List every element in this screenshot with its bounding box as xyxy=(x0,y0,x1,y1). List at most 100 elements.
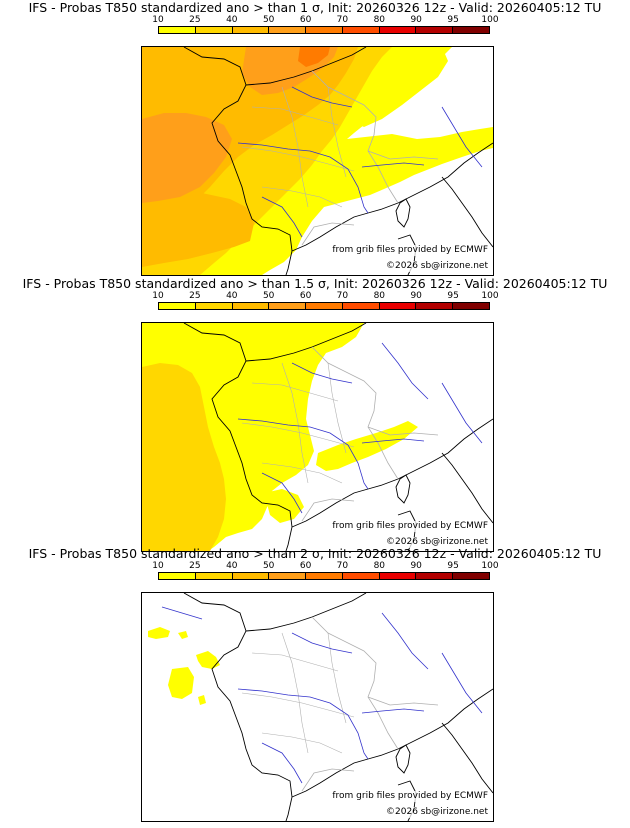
scale-tick-label: 60 xyxy=(299,561,312,571)
scale-tick-label: 40 xyxy=(226,15,238,25)
scale-swatch xyxy=(416,303,454,309)
color-scale-bar xyxy=(158,572,490,580)
rivers xyxy=(161,606,483,784)
source-credit: from grib files provided by ECMWF xyxy=(331,245,489,256)
scale-tick-label: 60 xyxy=(299,15,312,25)
scale-tick-label: 80 xyxy=(373,291,386,301)
scale-tick-label: 40 xyxy=(226,291,238,301)
region-borders xyxy=(241,632,355,754)
coastline xyxy=(183,323,293,551)
scale-swatch xyxy=(159,27,196,33)
scale-swatch xyxy=(379,573,417,579)
scale-tick-label: 95 xyxy=(447,291,459,301)
probability-area-60 xyxy=(298,47,330,67)
scale-swatch xyxy=(342,573,380,579)
scale-tick-label: 95 xyxy=(447,15,459,25)
scale-tick-label: 70 xyxy=(336,561,349,571)
scale-tick-label: 50 xyxy=(262,15,275,25)
scale-tick-label: 40 xyxy=(226,561,238,571)
source-credit: from grib files provided by ECMWF xyxy=(331,521,489,532)
scale-tick-label: 100 xyxy=(481,561,499,571)
map-canvas xyxy=(142,593,493,821)
scale-swatch xyxy=(306,573,343,579)
copyright-notice: ©2026 sb@irizone.net xyxy=(385,537,489,548)
scale-tick-label: 95 xyxy=(447,561,459,571)
coastline-mediterranean xyxy=(291,142,493,252)
rivers xyxy=(237,342,483,514)
country-borders xyxy=(301,616,439,792)
scale-swatch xyxy=(379,303,417,309)
scale-tick-label: 80 xyxy=(373,561,386,571)
coastline-mediterranean xyxy=(291,688,493,798)
scale-tick-label: 90 xyxy=(410,291,422,301)
scale-swatch xyxy=(379,27,417,33)
country-borders xyxy=(301,70,439,246)
scale-tick-label: 10 xyxy=(152,561,164,571)
probability-area-10-blob-3 xyxy=(196,651,220,669)
scale-tick-label: 25 xyxy=(189,561,201,571)
probability-map: from grib files provided by ECMWF ©2026 … xyxy=(141,322,494,552)
forecast-panel-1-sigma: IFS - Probas T850 standardized ano > tha… xyxy=(0,0,630,276)
region-borders xyxy=(241,362,355,484)
scale-swatch xyxy=(232,27,270,33)
italy-coast xyxy=(441,722,493,794)
probability-area-25 xyxy=(142,363,226,551)
scale-swatch xyxy=(159,303,196,309)
probability-area-10-north xyxy=(352,47,448,127)
panel-title: IFS - Probas T850 standardized ano > tha… xyxy=(28,0,602,15)
scale-tick-label: 10 xyxy=(152,15,164,25)
italy-coast xyxy=(441,176,493,248)
scale-swatch xyxy=(342,27,380,33)
probability-map: from grib files provided by ECMWF ©2026 … xyxy=(141,46,494,276)
coastline xyxy=(183,47,293,275)
probability-area-10-blob-4 xyxy=(168,667,194,699)
scale-swatch xyxy=(306,27,343,33)
map-canvas xyxy=(142,323,493,551)
corsica-coast xyxy=(395,198,411,228)
probability-area-10-alps xyxy=(316,421,418,471)
panel-title: IFS - Probas T850 standardized ano > tha… xyxy=(28,546,602,561)
scale-tick-label: 100 xyxy=(481,291,499,301)
forecast-panel-2-sigma: IFS - Probas T850 standardized ano > tha… xyxy=(0,546,630,822)
scale-swatch xyxy=(195,27,233,33)
scale-swatch xyxy=(453,303,490,309)
probability-area-50 xyxy=(142,113,232,203)
map-canvas xyxy=(142,47,493,275)
color-scale-bar xyxy=(158,302,490,310)
color-scale-labels: 10 25 40 50 60 70 80 90 95 100 xyxy=(152,561,498,572)
scale-tick-label: 50 xyxy=(262,291,275,301)
copyright-notice: ©2026 sb@irizone.net xyxy=(385,807,489,818)
color-scale-labels: 10 25 40 50 60 70 80 90 95 100 xyxy=(152,291,498,302)
probability-area-10-blob-1 xyxy=(148,627,170,639)
probability-area-10-blob-2 xyxy=(178,631,188,639)
panel-title: IFS - Probas T850 standardized ano > tha… xyxy=(22,276,608,291)
scale-tick-label: 70 xyxy=(336,291,349,301)
scale-swatch xyxy=(269,303,307,309)
region-borders xyxy=(241,86,355,208)
color-scale-labels: 10 25 40 50 60 70 80 90 95 100 xyxy=(152,15,498,26)
scale-swatch xyxy=(453,573,490,579)
rivers xyxy=(237,86,483,238)
scale-swatch xyxy=(306,303,343,309)
scale-swatch xyxy=(159,573,196,579)
scale-tick-label: 80 xyxy=(373,15,386,25)
scale-swatch xyxy=(232,573,270,579)
italy-coast xyxy=(441,452,493,524)
forecast-panel-1-5-sigma: IFS - Probas T850 standardized ano > tha… xyxy=(0,276,630,552)
color-scale-bar xyxy=(158,26,490,34)
scale-swatch xyxy=(416,27,454,33)
scale-tick-label: 10 xyxy=(152,291,164,301)
scale-swatch xyxy=(269,27,307,33)
scale-swatch xyxy=(453,27,490,33)
scale-tick-label: 25 xyxy=(189,15,201,25)
probability-area-10-blob-5 xyxy=(198,695,206,705)
scale-tick-label: 100 xyxy=(481,15,499,25)
scale-tick-label: 60 xyxy=(299,291,312,301)
coastline-mediterranean xyxy=(291,418,493,528)
probability-area-10-coast xyxy=(264,489,304,523)
scale-tick-label: 70 xyxy=(336,15,349,25)
scale-swatch xyxy=(269,573,307,579)
corsica-coast xyxy=(395,474,411,504)
scale-tick-label: 50 xyxy=(262,561,275,571)
probability-area-40-south xyxy=(142,189,254,267)
